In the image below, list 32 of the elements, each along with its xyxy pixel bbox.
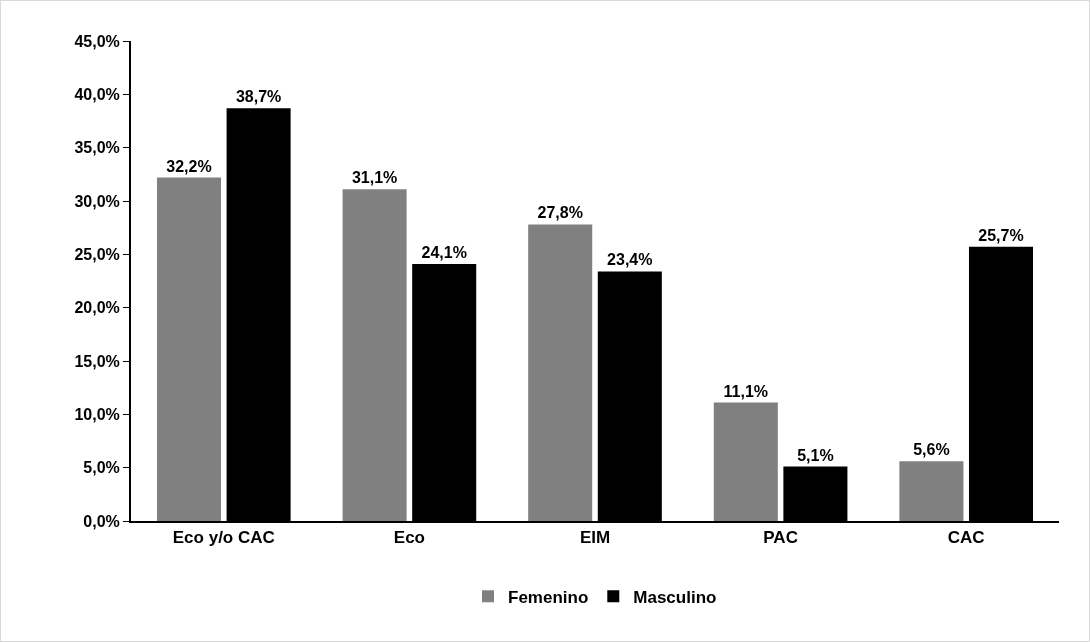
bar [899,461,964,521]
x-tick-label: Eco [393,528,425,548]
data-label: 32,2% [166,157,212,175]
data-label: 25,7% [978,226,1024,244]
legend-label: Masculino [633,587,717,607]
y-tick-label: 5,0% [83,459,120,477]
data-label: 31,1% [351,169,398,187]
legend-label: Femenino [508,587,589,607]
y-tick-label: 35,0% [74,139,120,157]
data-label: 11,1% [723,382,769,400]
y-tick-label: 15,0% [74,352,120,370]
y-tick-label: 0,0% [83,512,120,530]
data-label: 24,1% [421,243,467,261]
data-label: 5,1% [797,446,834,464]
bar [528,224,593,521]
bar [342,189,407,521]
bar [156,177,222,521]
x-tick-label: PAC [763,528,798,548]
bar [713,402,778,521]
y-tick-label: 10,0% [74,405,120,423]
y-tick-label: 25,0% [74,245,120,263]
x-tick-label: CAC [947,528,985,548]
data-label: 23,4% [607,251,653,269]
x-tick-label: EIM [579,528,611,548]
x-tick-label: Eco y/o CAC [172,528,275,548]
y-tick-label: 30,0% [74,192,120,210]
data-label: 5,6% [913,441,950,459]
y-tick-label: 40,0% [74,85,120,103]
y-tick-label: 20,0% [74,299,120,317]
data-label: 27,8% [537,204,583,222]
data-label: 38,7% [235,88,282,106]
y-tick-label: 45,0% [74,32,120,50]
